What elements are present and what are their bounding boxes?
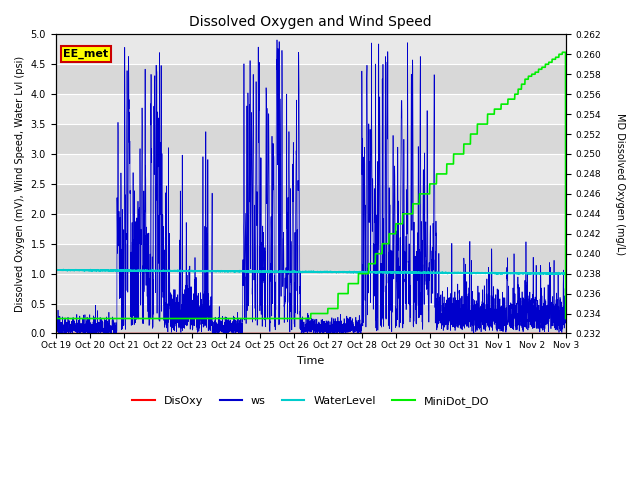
Text: EE_met: EE_met	[63, 49, 109, 59]
Bar	[56, 303, 566, 334]
Bar	[56, 124, 566, 154]
Bar	[56, 184, 566, 214]
Bar	[56, 154, 566, 184]
Bar	[56, 244, 566, 274]
Bar	[56, 274, 566, 303]
Title: Dissolved Oxygen and Wind Speed: Dissolved Oxygen and Wind Speed	[189, 15, 432, 29]
X-axis label: Time: Time	[297, 356, 324, 366]
Y-axis label: Dissolved Oxygen (mV), Wind Speed, Water Lvl (psi): Dissolved Oxygen (mV), Wind Speed, Water…	[15, 56, 25, 312]
Bar	[56, 64, 566, 94]
Legend: DisOxy, ws, WaterLevel, MiniDot_DO: DisOxy, ws, WaterLevel, MiniDot_DO	[128, 392, 493, 412]
Bar	[56, 94, 566, 124]
Bar	[56, 35, 566, 64]
Bar	[56, 214, 566, 244]
Y-axis label: MD Dissolved Oxygen (mg/L): MD Dissolved Oxygen (mg/L)	[615, 113, 625, 255]
